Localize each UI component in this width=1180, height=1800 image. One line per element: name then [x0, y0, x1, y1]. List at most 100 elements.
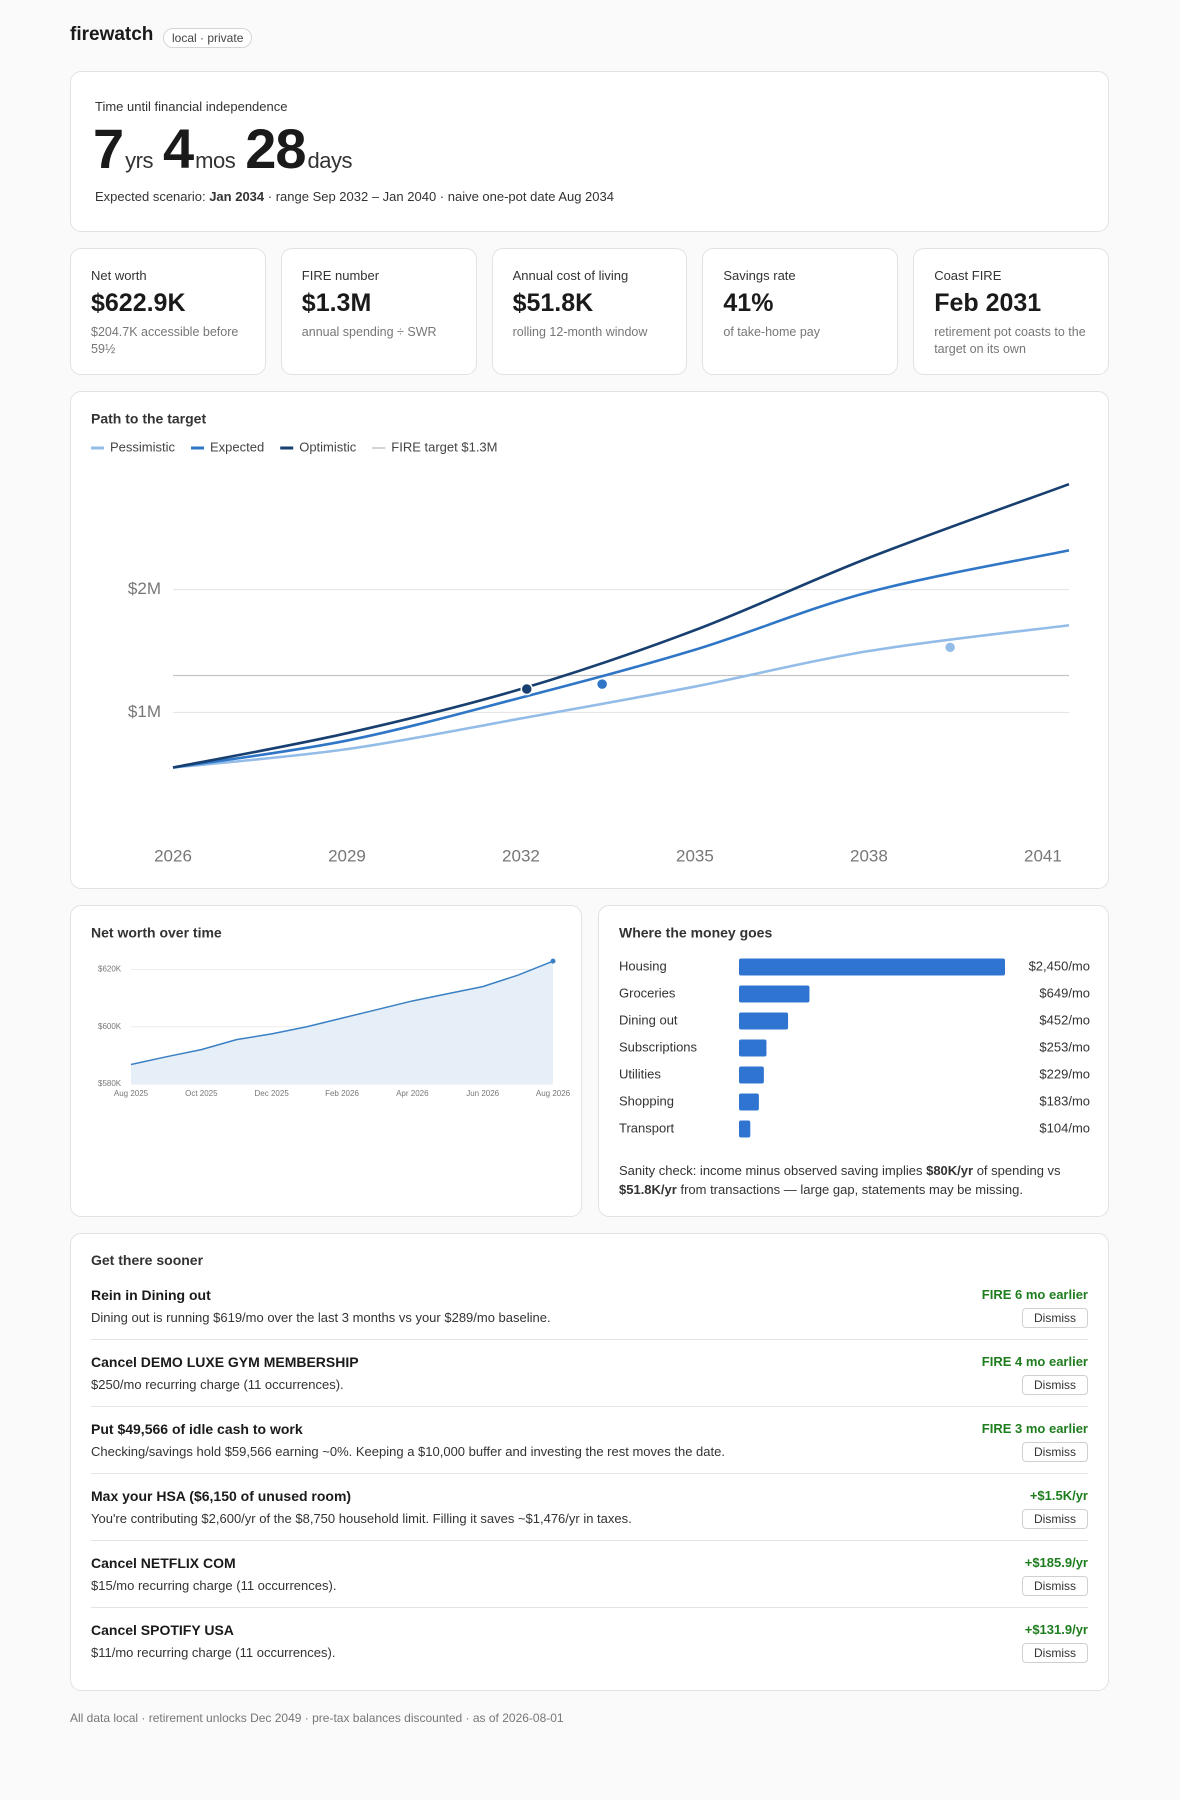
bar	[739, 1012, 789, 1030]
suggestions-title: Get there sooner	[91, 1252, 204, 1268]
category-label: Transport	[619, 1120, 675, 1135]
dismiss-button[interactable]: Dismiss	[1022, 1375, 1088, 1395]
stat-label: FIRE number	[301, 268, 380, 283]
stat-note: retirement pot coasts to the target on i…	[934, 325, 1086, 356]
divider	[91, 1607, 1088, 1608]
stat-card: Savings rate 41% of take-home pay	[702, 248, 899, 375]
note-text: Sanity check: income minus observed savi…	[619, 1163, 923, 1178]
suggestion-description: $15/mo recurring charge (11 occurrences)…	[91, 1578, 337, 1593]
note-figure: $80K/yr	[926, 1163, 974, 1178]
days: 28	[245, 117, 306, 180]
suggestion-row: Cancel SPOTIFY USA $11/mo recurring charg…	[91, 1613, 1088, 1680]
x-tick-label: Aug 2026	[536, 1089, 571, 1098]
stat-note: of take-home pay	[723, 325, 820, 339]
legend-label: FIRE target $1.3M	[391, 439, 497, 454]
countdown-card: Time until financial independence 7yrs 4m…	[70, 71, 1109, 232]
y-tick-label: $2M	[128, 579, 161, 598]
suggestion-description: $250/mo recurring charge (11 occurrences…	[91, 1377, 344, 1392]
suggestion-title: Put $49,566 of idle cash to work	[91, 1421, 303, 1437]
dismiss-button[interactable]: Dismiss	[1022, 1308, 1088, 1328]
stat-value: $51.8K	[512, 289, 594, 317]
bar	[739, 985, 810, 1003]
value-label: $104/mo	[1039, 1120, 1090, 1135]
suggestion-title: Max your HSA ($6,150 of unused room)	[91, 1488, 352, 1504]
stat-value: $622.9K	[91, 289, 186, 317]
divider	[91, 1540, 1088, 1541]
dismiss-button[interactable]: Dismiss	[1022, 1576, 1088, 1596]
y-tick-label: $620K	[98, 965, 122, 974]
x-tick-label: 2038	[850, 846, 888, 865]
bar	[739, 1120, 751, 1138]
countdown-label: Time until financial independence	[95, 99, 288, 114]
note-figure: $51.8K/yr	[619, 1182, 677, 1197]
value-label: $2,450/mo	[1029, 958, 1090, 973]
app-title: firewatch	[70, 24, 154, 45]
x-tick-label: Oct 2025	[185, 1089, 218, 1098]
stat-note: annual spending ÷ SWR	[301, 325, 437, 339]
months-unit: mos	[195, 148, 236, 173]
stat-value: Feb 2031	[934, 289, 1042, 317]
stat-label: Net worth	[91, 268, 147, 283]
countdown-value: 7yrs 4mos 28days	[93, 116, 362, 181]
suggestion-row: Cancel NETFLIX COM $15/mo recurring charg…	[91, 1546, 1088, 1613]
y-tick-label: $600K	[98, 1022, 122, 1031]
suggestion-title: Cancel NETFLIX COM	[91, 1555, 236, 1571]
category-label: Dining out	[619, 1012, 678, 1027]
y-tick-label: $1M	[128, 702, 161, 721]
value-label: $452/mo	[1039, 1012, 1090, 1027]
suggestion-title: Cancel DEMO LUXE GYM MEMBERSHIP	[91, 1354, 359, 1370]
x-tick-label: Aug 2025	[114, 1089, 149, 1098]
category-label: Utilities	[619, 1066, 661, 1081]
milestone-marker	[943, 641, 957, 654]
milestone-marker	[520, 682, 534, 696]
stat-card: FIRE number $1.3M annual spending ÷ SWR	[280, 248, 477, 375]
x-tick-label: Feb 2026	[325, 1089, 359, 1098]
suggestion-title: Cancel SPOTIFY USA	[91, 1622, 234, 1638]
x-tick-label: Apr 2026	[396, 1089, 429, 1098]
dismiss-button[interactable]: Dismiss	[1022, 1643, 1088, 1663]
scenario-date: Jan 2034	[209, 189, 265, 204]
suggestions-card: Get there sooner Rein in Dining out Dinin…	[70, 1233, 1109, 1691]
footer: All data local · retirement unlocks Dec …	[70, 1711, 564, 1725]
years: 7	[93, 117, 124, 180]
series-line	[130, 960, 554, 1066]
category-label: Shopping	[619, 1093, 674, 1108]
stat-card: Coast FIRE Feb 2031 retirement pot coasts …	[913, 248, 1109, 375]
scenario-range: · range Sep 2032 – Jan 2040 · naive one-…	[267, 189, 614, 204]
chart-title: Where the money goes	[619, 925, 772, 941]
divider	[91, 1473, 1088, 1474]
value-label: $649/mo	[1039, 985, 1090, 1000]
chart-title: Path to the target	[91, 411, 206, 427]
note-text: of spending vs	[976, 1163, 1061, 1178]
x-tick-label: Dec 2025	[255, 1089, 290, 1098]
end-point	[550, 958, 556, 964]
category-label: Housing	[619, 958, 667, 973]
bar	[739, 1039, 767, 1057]
suggestion-impact: FIRE 6 mo earlier	[981, 1287, 1088, 1302]
path-chart: Path to the target Pessimistic Expected Opt…	[91, 411, 1070, 865]
milestone-marker	[595, 677, 609, 691]
bar	[739, 1066, 764, 1084]
x-tick-label: 2026	[154, 846, 192, 865]
suggestion-row: Put $49,566 of idle cash to work Checking…	[91, 1412, 1088, 1479]
dismiss-button[interactable]: Dismiss	[1022, 1509, 1088, 1529]
suggestion-row: Max your HSA ($6,150 of unused room) You'…	[91, 1479, 1088, 1546]
y-tick-label: $580K	[98, 1079, 122, 1088]
x-tick-label: 2041	[1024, 846, 1062, 865]
bar	[739, 958, 1005, 976]
suggestion-impact: FIRE 3 mo earlier	[981, 1421, 1088, 1436]
path-card: Path to the target Pessimistic Expected Opt…	[70, 391, 1109, 889]
suggestion-description: You're contributing $2,600/yr of the $8,…	[91, 1511, 632, 1526]
x-tick-label: 2032	[502, 846, 540, 865]
badge: local · private	[163, 28, 253, 48]
suggestion-impact: FIRE 4 mo earlier	[981, 1354, 1088, 1369]
area-fill	[131, 961, 553, 1084]
dismiss-button[interactable]: Dismiss	[1022, 1442, 1088, 1462]
x-tick-label: Jun 2026	[466, 1089, 499, 1098]
chart-title: Net worth over time	[91, 925, 222, 941]
scenario-prefix: Expected scenario:	[95, 189, 206, 204]
stat-value: $1.3M	[301, 289, 372, 317]
days-unit: days	[307, 148, 353, 173]
note-text: from transactions — large gap, statement…	[680, 1182, 1023, 1197]
